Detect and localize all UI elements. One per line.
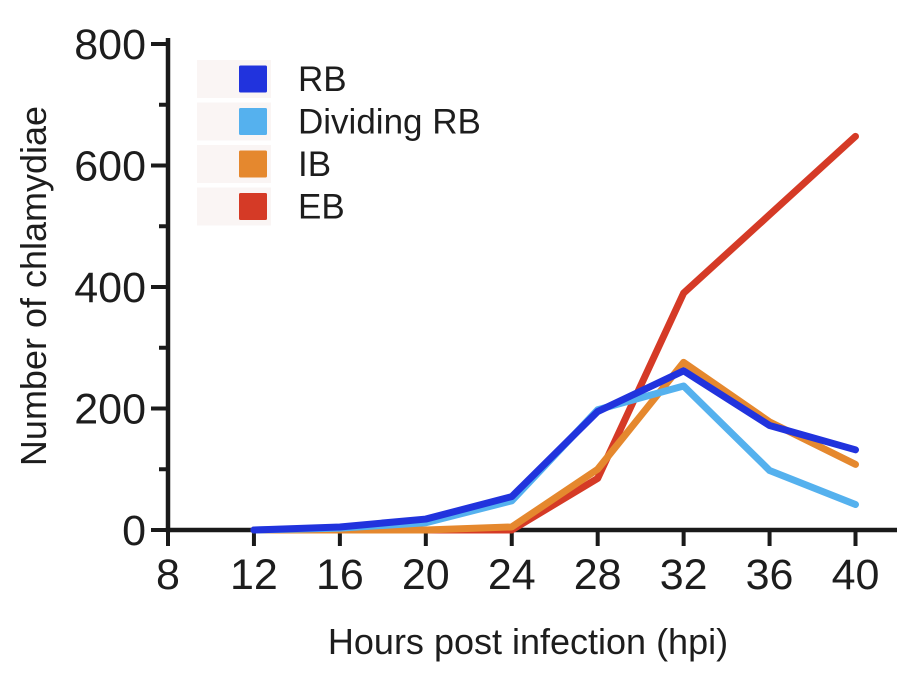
legend-label: Dividing RB [298, 103, 481, 142]
legend-label: IB [298, 145, 331, 184]
x-tick-label: 8 [156, 551, 180, 599]
legend-item-rb: RB [197, 60, 347, 99]
legend-swatch-rb [239, 65, 267, 93]
legend-label: RB [298, 60, 347, 99]
legend-swatch-dividing-rb [239, 108, 267, 135]
series-line-rb [250, 367, 859, 534]
x-tick-label: 32 [660, 551, 708, 599]
x-tick-label: 40 [832, 551, 880, 599]
x-tick-label: 16 [316, 551, 364, 599]
y-tick-label: 400 [74, 264, 146, 312]
legend-swatch-eb [239, 193, 267, 220]
x-tick-label: 20 [402, 551, 450, 599]
x-tick-label: 28 [574, 551, 622, 599]
legend-swatch-ib [239, 150, 267, 178]
legend-item-eb: EB [197, 187, 345, 227]
y-tick-label: 0 [122, 507, 146, 555]
x-axis-title: Hours post infection (hpi) [328, 621, 728, 662]
y-tick-label: 600 [74, 143, 146, 191]
x-tick-label: 12 [230, 551, 278, 599]
y-tick-label: 800 [74, 21, 146, 69]
x-tick-label: 24 [488, 551, 536, 599]
legend-label: EB [298, 188, 345, 227]
y-tick-label: 200 [74, 386, 146, 434]
y-axis-title: Number of chlamydiae [13, 106, 54, 466]
series-layer [250, 132, 859, 534]
x-tick-label: 36 [746, 551, 794, 599]
legend-item-ib: IB [197, 145, 331, 184]
legend-item-dividing-rb: Dividing RB [197, 102, 481, 142]
